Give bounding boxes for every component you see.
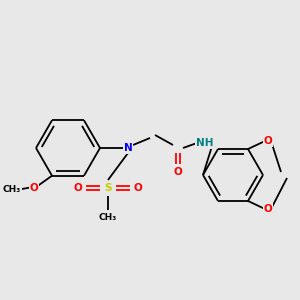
Text: O: O <box>134 183 142 193</box>
Text: CH₃: CH₃ <box>99 214 117 223</box>
Text: NH: NH <box>196 138 214 148</box>
Text: O: O <box>264 204 272 214</box>
Text: S: S <box>104 183 112 193</box>
Text: O: O <box>174 167 182 177</box>
Text: N: N <box>124 143 132 153</box>
Text: O: O <box>264 136 272 146</box>
Text: CH₃: CH₃ <box>3 185 21 194</box>
Text: O: O <box>74 183 82 193</box>
Text: O: O <box>30 183 38 193</box>
